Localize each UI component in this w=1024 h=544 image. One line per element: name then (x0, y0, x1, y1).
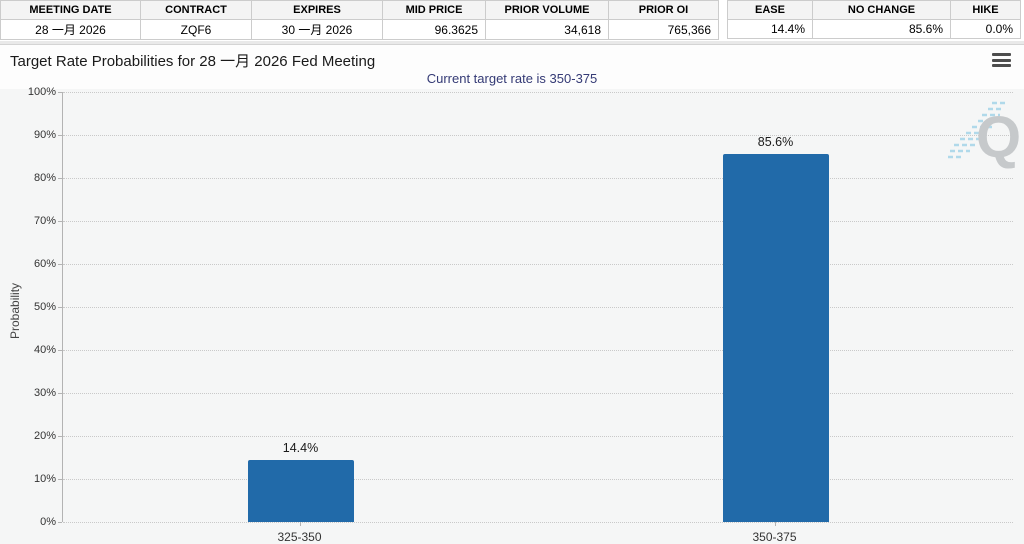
contract-value-meeting-date: 28 一月 2026 (0, 19, 141, 40)
contract-header-prior-oi: PRIOR OI (608, 0, 719, 20)
contract-value-mid-price: 96.3625 (382, 19, 486, 40)
prob-header-hike: HIKE (950, 0, 1021, 20)
contract-header-contract: CONTRACT (140, 0, 252, 20)
contract-header-expires: EXPIRES (251, 0, 383, 20)
contract-table-header-row: MEETING DATE CONTRACT EXPIRES MID PRICE PRIO… (0, 0, 719, 20)
y-tick-mark (58, 350, 62, 351)
probability-summary-table: EASE NO CHANGE HIKE 14.4% 85.6% 0.0% (727, 0, 1021, 39)
y-tick-mark (58, 436, 62, 437)
gridline (63, 393, 1013, 394)
section-divider (0, 41, 1024, 44)
gridline (63, 522, 1013, 523)
y-tick-label: 30% (33, 387, 56, 399)
y-tick-mark (58, 479, 62, 480)
y-tick-mark (58, 307, 62, 308)
gridline (63, 307, 1013, 308)
gridline (63, 221, 1013, 222)
contract-value-expires: 30 一月 2026 (251, 19, 383, 40)
y-tick-label: 90% (33, 129, 56, 141)
bar-value-label: 85.6% (757, 134, 794, 149)
y-tick-label: 50% (33, 301, 56, 313)
contract-value-prior-volume: 34,618 (485, 19, 609, 40)
quikstrike-watermark-logo: Q (948, 101, 1020, 170)
x-category-label: 325-350 (277, 530, 322, 544)
x-tick-mark (299, 522, 301, 526)
chart-bar-350-375 (722, 153, 829, 522)
y-tick-mark (58, 264, 62, 265)
y-tick-mark (58, 522, 62, 523)
bar-value-label: 14.4% (282, 441, 319, 456)
y-tick-label: 80% (33, 172, 56, 184)
chart-bar-325-350 (247, 460, 354, 522)
y-tick-label: 60% (33, 258, 56, 270)
x-tick-mark (774, 522, 776, 526)
gridline (63, 479, 1013, 480)
chart-area: Probability 14.4% 85.6% Q 0% 10% 20% 30% 40% 5… (0, 86, 1024, 544)
gridline (63, 135, 1013, 136)
hamburger-menu-icon[interactable] (992, 53, 1011, 67)
prob-value-no-change: 85.6% (812, 19, 951, 39)
y-tick-label: 70% (33, 215, 56, 227)
gridline (63, 264, 1013, 265)
gridline (63, 436, 1013, 437)
y-tick-label: 20% (33, 430, 56, 442)
y-tick-label: 0% (40, 516, 56, 528)
y-tick-label: 100% (27, 86, 56, 98)
contract-header-prior-volume: PRIOR VOLUME (485, 0, 609, 20)
gridline (63, 178, 1013, 179)
contract-header-meeting-date: MEETING DATE (0, 0, 141, 20)
chart-subtitle: Current target rate is 350-375 (426, 71, 598, 86)
plot-area: 14.4% 85.6% (62, 92, 1013, 523)
y-tick-mark (58, 221, 62, 222)
contract-header-mid-price: MID PRICE (382, 0, 486, 20)
prob-value-hike: 0.0% (950, 19, 1021, 39)
contract-table-value-row: 28 一月 2026 ZQF6 30 一月 2026 96.3625 34,618 765… (0, 19, 719, 40)
probability-table-header-row: EASE NO CHANGE HIKE (727, 0, 1021, 20)
gridline (63, 92, 1013, 93)
chart-panel: Target Rate Probabilities for 28 一月 2026… (0, 44, 1024, 544)
watermark-letter: Q (976, 105, 1020, 170)
prob-header-no-change: NO CHANGE (812, 0, 951, 20)
prob-value-ease: 14.4% (727, 19, 813, 39)
x-category-label: 350-375 (752, 530, 797, 544)
y-tick-label: 10% (33, 473, 56, 485)
y-tick-label: 40% (33, 344, 56, 356)
contract-value-prior-oi: 765,366 (608, 19, 719, 40)
y-tick-mark (58, 135, 62, 136)
y-tick-mark (58, 393, 62, 394)
y-tick-mark (58, 92, 62, 93)
gridline (63, 350, 1013, 351)
y-tick-mark (58, 178, 62, 179)
prob-header-ease: EASE (727, 0, 813, 20)
probability-table-value-row: 14.4% 85.6% 0.0% (727, 19, 1021, 39)
contract-value-contract: ZQF6 (140, 19, 252, 40)
contract-table: MEETING DATE CONTRACT EXPIRES MID PRICE PRIO… (0, 0, 719, 40)
chart-title: Target Rate Probabilities for 28 一月 2026… (10, 53, 376, 70)
